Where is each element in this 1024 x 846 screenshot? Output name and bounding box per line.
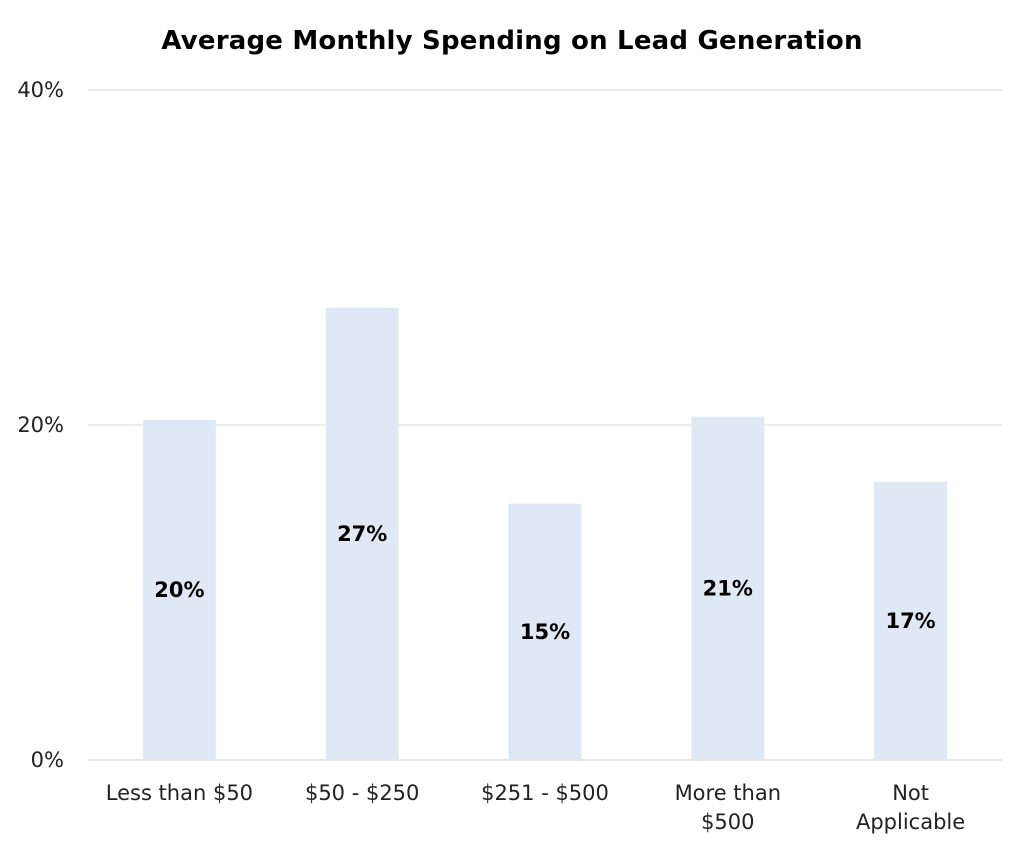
data-label: 17% bbox=[885, 609, 935, 633]
x-tick-label: Not Applicable bbox=[856, 781, 965, 834]
y-tick-label: 0% bbox=[31, 748, 64, 772]
bar bbox=[874, 481, 948, 760]
bar bbox=[508, 503, 582, 760]
y-tick-label: 20% bbox=[17, 413, 64, 437]
x-tick-label-line: $251 - $500 bbox=[481, 781, 609, 805]
bar bbox=[142, 419, 216, 760]
x-tick-label-line: Less than $50 bbox=[106, 781, 253, 805]
bar bbox=[325, 307, 399, 760]
x-tick-label-line: $50 - $250 bbox=[305, 781, 419, 805]
x-tick-label: $50 - $250 bbox=[305, 781, 419, 805]
x-tick-label-line: More than bbox=[675, 781, 781, 805]
bar bbox=[691, 416, 765, 760]
x-tick-label: More than $500 bbox=[675, 781, 781, 834]
x-tick-label-line: Not bbox=[892, 781, 929, 805]
y-tick-label: 40% bbox=[17, 78, 64, 102]
x-tick-label: $251 - $500 bbox=[481, 781, 609, 805]
x-tick-label-line: $500 bbox=[701, 810, 754, 834]
x-tick-label: Less than $50 bbox=[106, 781, 253, 805]
data-label: 15% bbox=[520, 620, 570, 644]
chart-title: Average Monthly Spending on Lead Generat… bbox=[161, 26, 863, 56]
data-label: 21% bbox=[703, 576, 753, 600]
x-tick-label-line: Applicable bbox=[856, 810, 965, 834]
data-label: 20% bbox=[154, 578, 204, 602]
data-label: 27% bbox=[337, 522, 387, 546]
